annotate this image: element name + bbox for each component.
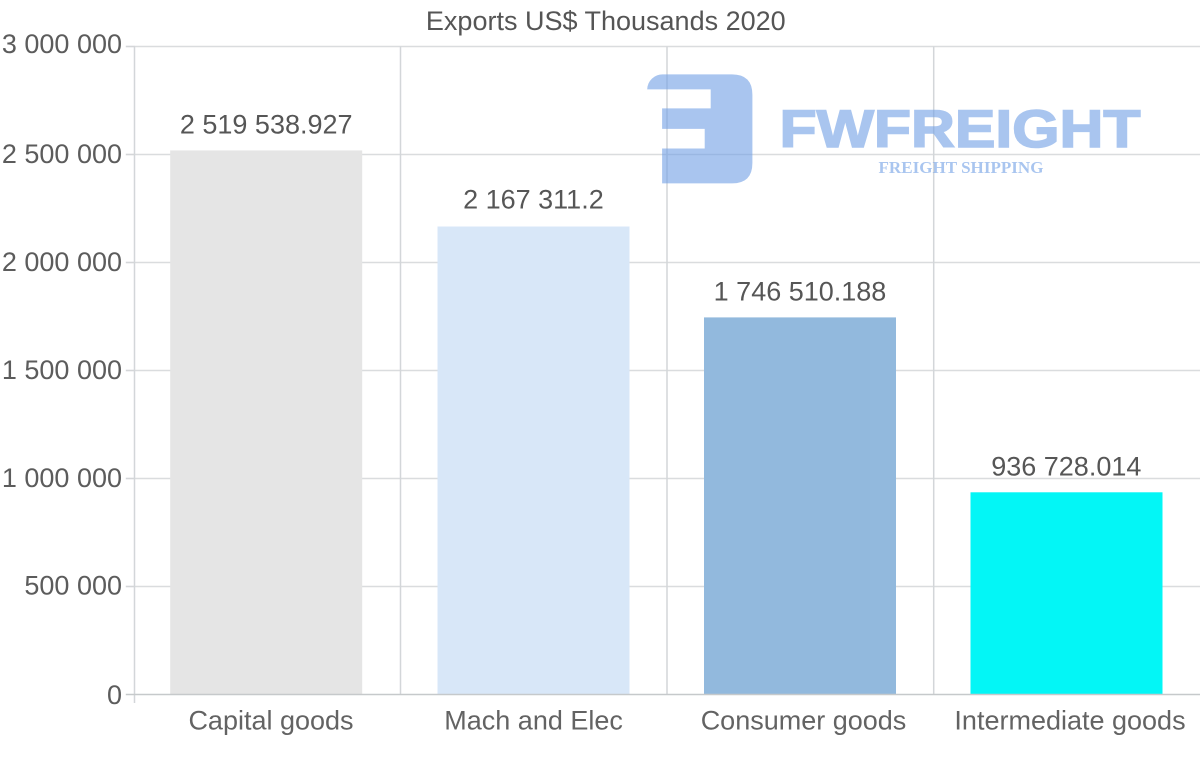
svg-text:Mach and Elec: Mach and Elec <box>444 706 623 736</box>
svg-text:Exports US$ Thousands 2020: Exports US$ Thousands 2020 <box>426 6 786 36</box>
svg-text:1 500 000: 1 500 000 <box>2 355 122 385</box>
svg-text:3 000 000: 3 000 000 <box>2 29 122 59</box>
svg-text:0: 0 <box>107 680 122 710</box>
svg-text:2 000 000: 2 000 000 <box>2 247 122 277</box>
svg-text:Intermediate goods: Intermediate goods <box>954 706 1185 736</box>
svg-text:2 519 538.927: 2 519 538.927 <box>180 110 353 140</box>
svg-text:1 000 000: 1 000 000 <box>2 463 122 493</box>
svg-text:FREIGHT SHIPPING: FREIGHT SHIPPING <box>879 158 1044 177</box>
svg-text:2 167 311.2: 2 167 311.2 <box>463 185 604 215</box>
svg-text:936 728.014: 936 728.014 <box>991 451 1141 481</box>
svg-text:FWFREIGHT: FWFREIGHT <box>780 100 1141 159</box>
svg-text:2 500 000: 2 500 000 <box>2 139 122 169</box>
svg-text:Capital goods: Capital goods <box>188 706 353 736</box>
svg-text:Consumer goods: Consumer goods <box>701 706 907 736</box>
svg-text:500 000: 500 000 <box>24 571 122 601</box>
svg-text:1 746 510.188: 1 746 510.188 <box>714 277 887 307</box>
